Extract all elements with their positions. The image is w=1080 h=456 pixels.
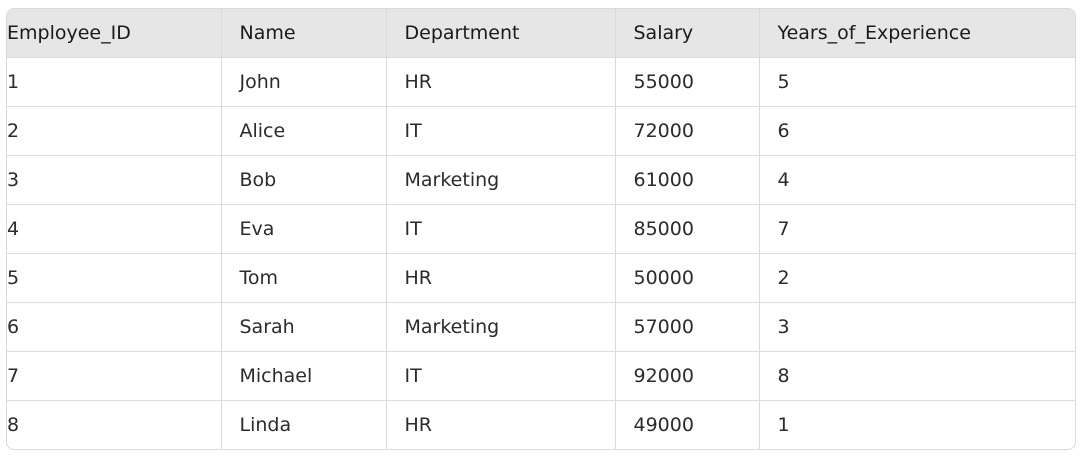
- column-header-name: Name: [221, 9, 387, 58]
- cell-name: Tom: [221, 253, 387, 303]
- table-header: Employee_ID Name Department Salary Years…: [7, 9, 1075, 58]
- cell-department: HR: [386, 400, 616, 449]
- cell-department: Marketing: [386, 302, 616, 352]
- table-row: 5 Tom HR 50000 2: [7, 253, 1075, 303]
- cell-years-of-experience: 6: [759, 106, 1075, 156]
- cell-department: Marketing: [386, 155, 616, 205]
- table-row: 6 Sarah Marketing 57000 3: [7, 302, 1075, 352]
- cell-department: HR: [386, 253, 616, 303]
- cell-employee-id: 4: [7, 204, 222, 254]
- employee-table-container: Employee_ID Name Department Salary Years…: [6, 8, 1076, 450]
- cell-years-of-experience: 3: [759, 302, 1075, 352]
- table-header-row: Employee_ID Name Department Salary Years…: [7, 9, 1075, 58]
- cell-years-of-experience: 2: [759, 253, 1075, 303]
- cell-salary: 50000: [615, 253, 760, 303]
- column-header-employee-id: Employee_ID: [7, 9, 222, 58]
- cell-salary: 85000: [615, 204, 760, 254]
- table-row: 7 Michael IT 92000 8: [7, 351, 1075, 401]
- cell-employee-id: 3: [7, 155, 222, 205]
- cell-salary: 57000: [615, 302, 760, 352]
- table-row: 4 Eva IT 85000 7: [7, 204, 1075, 254]
- cell-employee-id: 6: [7, 302, 222, 352]
- cell-years-of-experience: 8: [759, 351, 1075, 401]
- cell-years-of-experience: 1: [777, 414, 790, 436]
- cell-department: HR: [386, 57, 616, 107]
- column-header-years-of-experience: Years_of_Experience: [759, 9, 1075, 58]
- cell-name: John: [221, 57, 387, 107]
- table-body: 1 John HR 55000 5 2 Alice IT 72000 6 3 B…: [7, 57, 1075, 449]
- cell-employee-id: 5: [7, 253, 222, 303]
- cell-employee-id: 8: [7, 400, 222, 449]
- cell-department: IT: [386, 351, 616, 401]
- column-header-salary: Salary: [615, 9, 760, 58]
- cell-employee-id: 7: [7, 351, 222, 401]
- cell-salary: 72000: [615, 106, 760, 156]
- cell-name: Linda: [221, 400, 387, 449]
- cell-department: IT: [386, 204, 616, 254]
- cell-years-of-experience: 7: [759, 204, 1075, 254]
- employee-table: Employee_ID Name Department Salary Years…: [7, 9, 1075, 449]
- cell-salary: 92000: [615, 351, 760, 401]
- table-row: 1 John HR 55000 5: [7, 57, 1075, 107]
- cell-salary: 49000: [615, 400, 760, 449]
- cell-name: Sarah: [221, 302, 387, 352]
- cell-department: IT: [386, 106, 616, 156]
- table-row: 3 Bob Marketing 61000 4: [7, 155, 1075, 205]
- cell-employee-id: 2: [7, 106, 222, 156]
- cell-name: Bob: [221, 155, 387, 205]
- table-row: 2 Alice IT 72000 6: [7, 106, 1075, 156]
- cell-name: Michael: [221, 351, 387, 401]
- cell-salary: 61000: [615, 155, 760, 205]
- cell-employee-id: 1: [7, 57, 222, 107]
- column-header-department: Department: [386, 9, 616, 58]
- cell-name: Alice: [221, 106, 387, 156]
- cell-years-of-experience: 4: [759, 155, 1075, 205]
- table-row: 8 Linda HR 49000 1: [7, 400, 1075, 449]
- cell-salary: 55000: [615, 57, 760, 107]
- cell-years-of-experience: 5: [759, 57, 1075, 107]
- cell-name: Eva: [221, 204, 387, 254]
